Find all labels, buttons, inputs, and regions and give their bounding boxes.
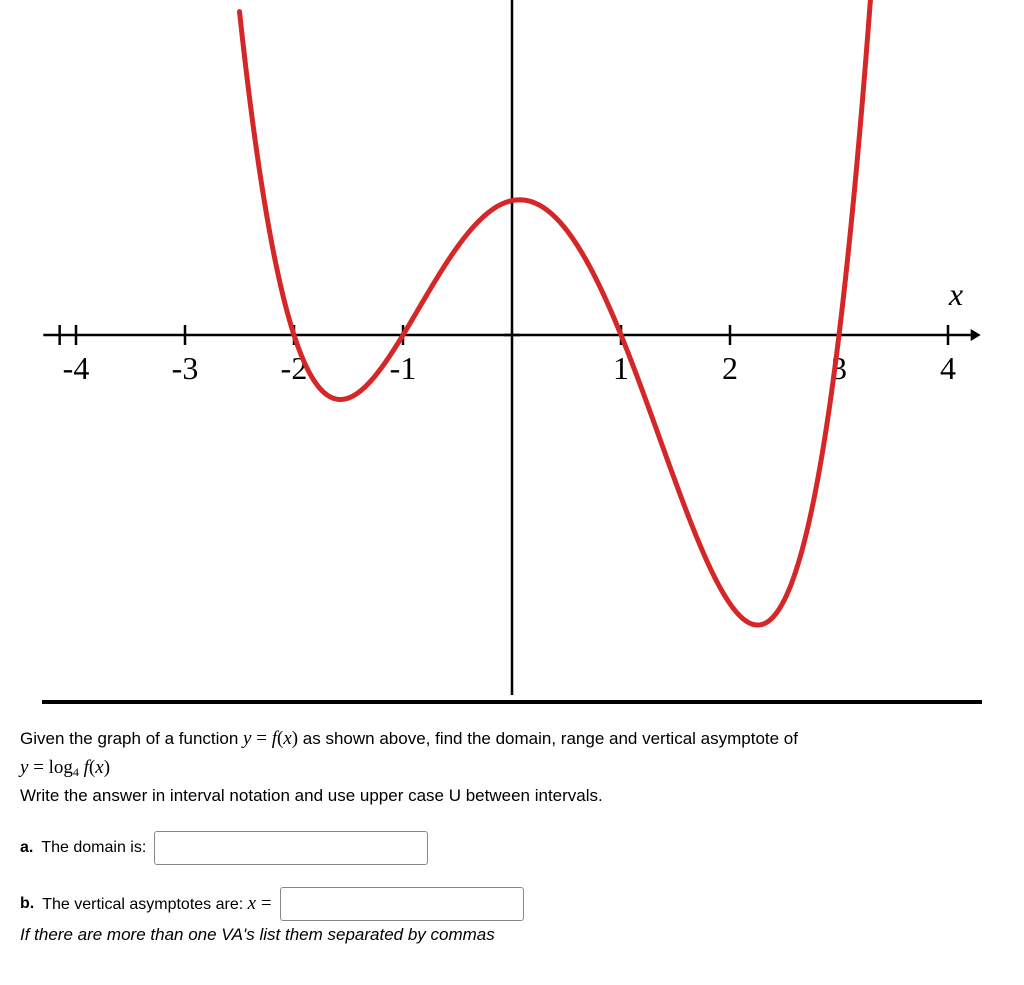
- domain-input[interactable]: [154, 831, 428, 865]
- part-a-row: a. The domain is:: [20, 831, 1004, 865]
- svg-text:2: 2: [722, 350, 738, 386]
- prompt-line-2: y = log4 f(x): [20, 753, 1004, 782]
- var-x: x: [95, 757, 103, 778]
- log-base: 4: [73, 765, 79, 779]
- svg-text:x: x: [948, 276, 963, 312]
- question-prompt: Given the graph of a function y = f(x) a…: [20, 724, 1004, 809]
- prompt-text: Given the graph of a function: [20, 729, 243, 748]
- part-letter-b: b.: [20, 895, 34, 913]
- part-b-label: The vertical asymptotes are: x =: [42, 893, 271, 915]
- vertical-asymptote-input[interactable]: [280, 887, 524, 921]
- part-b-note: If there are more than one VA's list the…: [20, 925, 1004, 945]
- part-a-label: The domain is:: [41, 839, 146, 857]
- function-graph: -4-3-2-11234x: [42, 0, 982, 704]
- var-x: x: [283, 728, 291, 749]
- equals-sign: =: [251, 728, 271, 749]
- svg-text:-1: -1: [390, 350, 417, 386]
- var-x: x: [248, 893, 256, 914]
- svg-text:-3: -3: [172, 350, 199, 386]
- fn-log: log: [49, 757, 73, 778]
- svg-text:-4: -4: [63, 350, 90, 386]
- equals-sign: =: [28, 757, 48, 778]
- svg-text:4: 4: [940, 350, 956, 386]
- part-letter-a: a.: [20, 839, 33, 857]
- prompt-text: as shown above, find the domain, range a…: [298, 729, 798, 748]
- part-b-row: b. The vertical asymptotes are: x =: [20, 887, 1004, 921]
- paren-close: ): [104, 757, 110, 778]
- chart-svg: -4-3-2-11234x: [42, 0, 982, 700]
- prompt-line-3: Write the answer in interval notation an…: [20, 783, 1004, 809]
- equals-sign: =: [256, 893, 271, 914]
- prompt-line-1: Given the graph of a function y = f(x) a…: [20, 724, 1004, 753]
